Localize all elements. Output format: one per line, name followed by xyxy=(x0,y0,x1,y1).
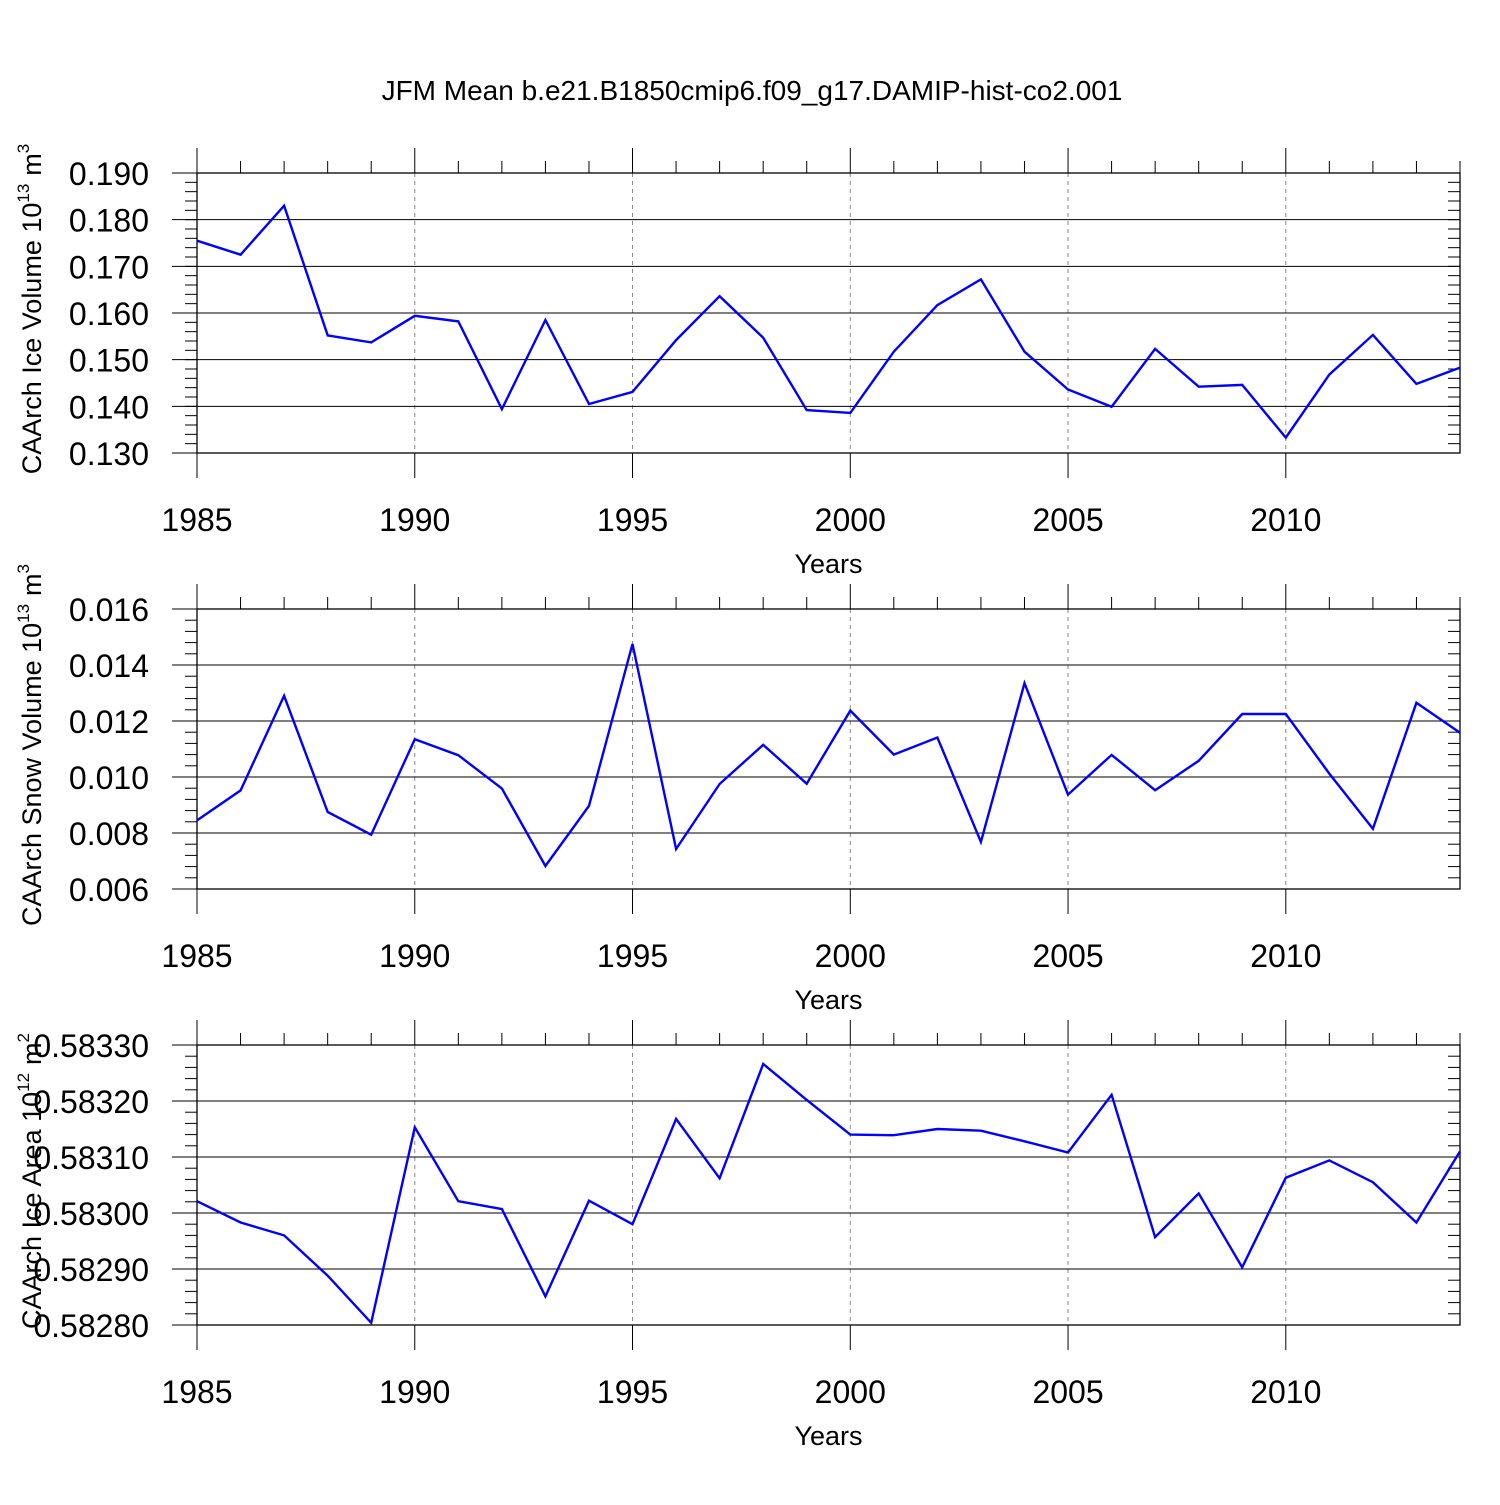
x-tick-label: 1990 xyxy=(379,502,450,538)
y-axis-title-unit-exponent: 3 xyxy=(14,144,33,153)
panel-2: 0.006 0.008 0.010 0.012 0.014 0.016 1985 1990 19… xyxy=(14,564,1461,1015)
x-tick-label: 1990 xyxy=(379,1374,450,1410)
x-tick-label: 1995 xyxy=(597,502,668,538)
y-tick-label: 0.180 xyxy=(69,203,149,239)
y-axis-title-unit-exponent: 3 xyxy=(14,564,33,573)
y-tick-label: 0.130 xyxy=(69,436,149,472)
y-axis-title-main: CAArch Snow Volume 10 xyxy=(17,623,47,926)
y-axis-title-main: CAArch Ice Area 10 xyxy=(17,1092,47,1329)
x-tick-label: 1990 xyxy=(379,938,450,974)
x-tick-label: 2000 xyxy=(815,1374,886,1410)
x-tick-label: 2010 xyxy=(1250,502,1321,538)
y-tick-label: 0.150 xyxy=(69,343,149,379)
x-tick-label: 2005 xyxy=(1032,938,1103,974)
chart-title: JFM Mean b.e21.B1850cmip6.f09_g17.DAMIP-… xyxy=(382,75,1123,106)
x-axis-title: Years xyxy=(794,1421,862,1451)
x-tick-label: 2005 xyxy=(1032,502,1103,538)
y-tick-label: 0.008 xyxy=(69,816,149,852)
y-tick-label: 0.016 xyxy=(69,592,149,628)
y-axis-title: CAArch Ice Area 1012 m2 xyxy=(14,1033,47,1329)
y-axis-title-unit: m xyxy=(17,1042,47,1065)
y-axis-title: CAArch Ice Volume 1013 m3 xyxy=(14,144,47,475)
x-tick-label: 1995 xyxy=(597,1374,668,1410)
y-tick-label: 0.58290 xyxy=(33,1252,149,1288)
x-axis-title: Years xyxy=(794,549,862,579)
y-tick-label: 0.58330 xyxy=(33,1028,149,1064)
x-tick-label: 2000 xyxy=(815,502,886,538)
series-line xyxy=(196,1062,1462,1326)
y-tick-label: 0.190 xyxy=(69,156,149,192)
x-axis-title: Years xyxy=(794,985,862,1015)
y-tick-label: 0.160 xyxy=(69,296,149,332)
x-tick-label: 2000 xyxy=(815,938,886,974)
plot-frame xyxy=(196,1044,1461,1326)
y-tick-label: 0.010 xyxy=(69,760,149,796)
y-tick-label: 0.58320 xyxy=(33,1084,149,1120)
x-tick-label: 1985 xyxy=(161,938,232,974)
panel-3: 0.58280 0.58290 0.58300 0.58310 0.58320 0.583… xyxy=(14,1020,1462,1451)
plot-frame xyxy=(196,172,1461,454)
y-tick-label: 0.58300 xyxy=(33,1196,149,1232)
x-tick-label: 1985 xyxy=(161,502,232,538)
y-axis-title-exponent: 13 xyxy=(14,604,33,623)
y-tick-label: 0.014 xyxy=(69,648,149,684)
x-tick-label: 2005 xyxy=(1032,1374,1103,1410)
panel-1: 0.130 0.140 0.150 0.160 0.170 0.180 0.190 1985 1… xyxy=(14,144,1461,579)
y-tick-label: 0.006 xyxy=(69,872,149,908)
x-tick-label: 1985 xyxy=(161,1374,232,1410)
x-tick-label: 2010 xyxy=(1250,938,1321,974)
y-tick-label: 0.140 xyxy=(69,389,149,425)
plot-frame xyxy=(196,608,1461,890)
x-tick-label: 1995 xyxy=(597,938,668,974)
x-tick-label: 2010 xyxy=(1250,1374,1321,1410)
y-tick-label: 0.58280 xyxy=(33,1308,149,1344)
y-axis-title-exponent: 13 xyxy=(14,184,33,203)
y-axis-title-exponent: 12 xyxy=(14,1073,33,1092)
y-tick-label: 0.170 xyxy=(69,249,149,285)
y-tick-label: 0.012 xyxy=(69,704,149,740)
y-axis-title-unit: m xyxy=(17,153,47,176)
series-line xyxy=(196,643,1461,869)
y-tick-label: 0.58310 xyxy=(33,1140,149,1176)
y-axis-title-unit-exponent: 2 xyxy=(14,1033,33,1042)
y-axis-title: CAArch Snow Volume 1013 m3 xyxy=(14,564,47,926)
y-axis-title-unit: m xyxy=(17,573,47,596)
series-line xyxy=(196,203,1461,440)
y-axis-title-main: CAArch Ice Volume 10 xyxy=(17,203,47,475)
